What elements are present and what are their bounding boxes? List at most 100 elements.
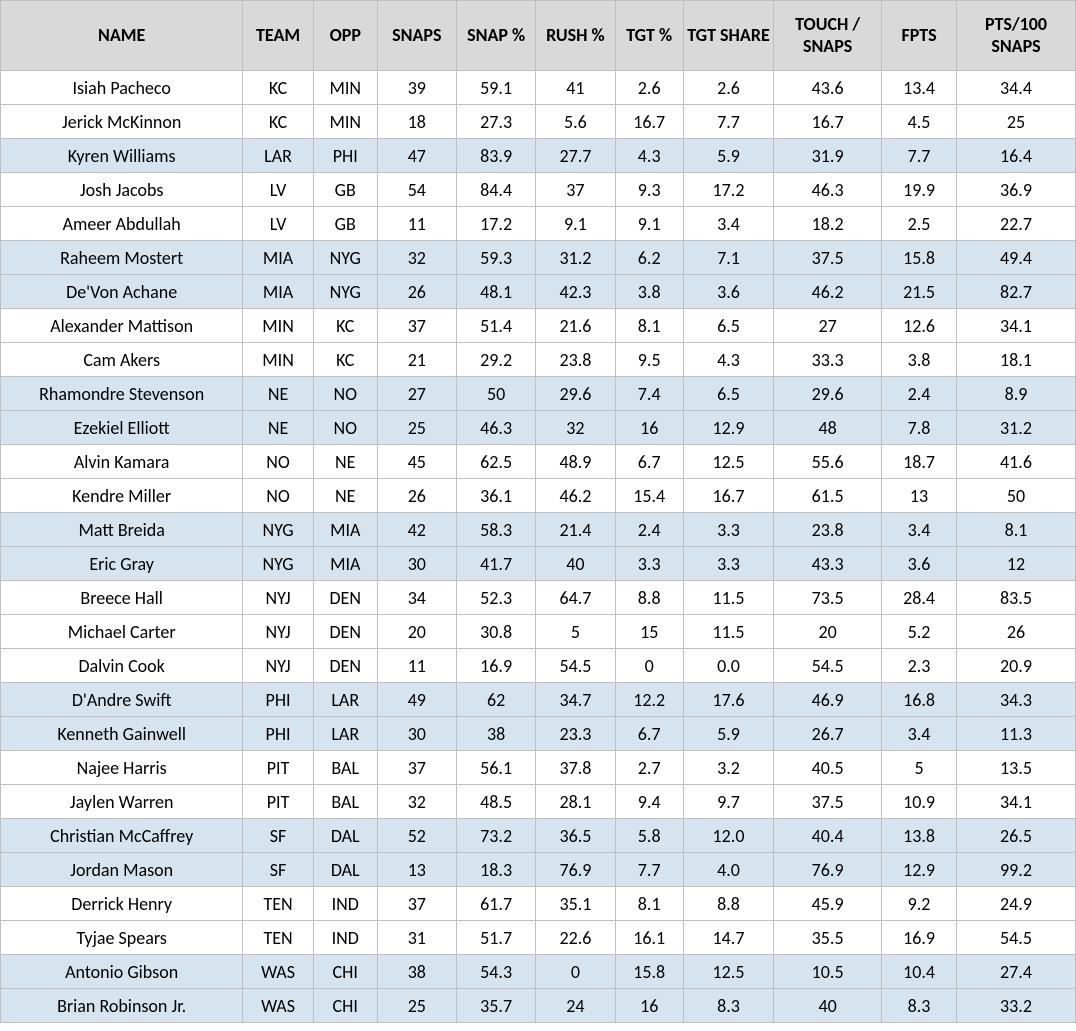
cell-fpts: 19.9 xyxy=(882,173,957,207)
cell-touch_snaps: 55.6 xyxy=(774,445,882,479)
cell-touch_snaps: 20 xyxy=(774,615,882,649)
cell-fpts: 2.3 xyxy=(882,649,957,683)
table-row: Kendre MillerNONE2636.146.215.416.761.51… xyxy=(1,479,1076,513)
cell-name: Alexander Mattison xyxy=(1,309,243,343)
cell-pts100: 26 xyxy=(956,615,1075,649)
cell-fpts: 3.4 xyxy=(882,717,957,751)
table-row: Jordan MasonSFDAL1318.376.97.74.076.912.… xyxy=(1,853,1076,887)
cell-touch_snaps: 45.9 xyxy=(774,887,882,921)
cell-snap_pct: 48.1 xyxy=(456,275,535,309)
cell-fpts: 4.5 xyxy=(882,105,957,139)
cell-snaps: 27 xyxy=(377,377,456,411)
cell-snaps: 21 xyxy=(377,343,456,377)
cell-snaps: 42 xyxy=(377,513,456,547)
cell-tgt_pct: 6.7 xyxy=(615,717,683,751)
cell-rush_pct: 5.6 xyxy=(536,105,615,139)
table-row: Matt BreidaNYGMIA4258.321.42.43.323.83.4… xyxy=(1,513,1076,547)
cell-team: LV xyxy=(243,173,313,207)
cell-tgt_pct: 0 xyxy=(615,649,683,683)
cell-snap_pct: 48.5 xyxy=(456,785,535,819)
cell-team: NYJ xyxy=(243,615,313,649)
cell-touch_snaps: 43.3 xyxy=(774,547,882,581)
cell-opp: MIN xyxy=(313,105,377,139)
cell-snap_pct: 16.9 xyxy=(456,649,535,683)
cell-snap_pct: 18.3 xyxy=(456,853,535,887)
cell-fpts: 28.4 xyxy=(882,581,957,615)
cell-tgt_pct: 9.3 xyxy=(615,173,683,207)
table-row: Cam AkersMINKC2129.223.89.54.333.33.818.… xyxy=(1,343,1076,377)
cell-pts100: 99.2 xyxy=(956,853,1075,887)
cell-rush_pct: 48.9 xyxy=(536,445,615,479)
cell-snap_pct: 51.7 xyxy=(456,921,535,955)
cell-snaps: 11 xyxy=(377,649,456,683)
cell-team: PHI xyxy=(243,683,313,717)
table-header: NAMETEAMOPPSNAPSSNAP %RUSH %TGT %TGT SHA… xyxy=(1,1,1076,71)
col-header-tgt_share: TGT SHARE xyxy=(683,1,773,71)
cell-rush_pct: 28.1 xyxy=(536,785,615,819)
cell-snaps: 20 xyxy=(377,615,456,649)
cell-snaps: 26 xyxy=(377,275,456,309)
cell-touch_snaps: 29.6 xyxy=(774,377,882,411)
cell-tgt_pct: 9.5 xyxy=(615,343,683,377)
cell-tgt_pct: 4.3 xyxy=(615,139,683,173)
cell-touch_snaps: 40 xyxy=(774,989,882,1023)
table-row: Jerick McKinnonKCMIN1827.35.616.77.716.7… xyxy=(1,105,1076,139)
cell-tgt_share: 5.9 xyxy=(683,717,773,751)
cell-name: Brian Robinson Jr. xyxy=(1,989,243,1023)
table-row: Dalvin CookNYJDEN1116.954.500.054.52.320… xyxy=(1,649,1076,683)
cell-touch_snaps: 33.3 xyxy=(774,343,882,377)
cell-pts100: 12 xyxy=(956,547,1075,581)
cell-rush_pct: 37.8 xyxy=(536,751,615,785)
cell-pts100: 18.1 xyxy=(956,343,1075,377)
cell-team: WAS xyxy=(243,955,313,989)
cell-fpts: 8.3 xyxy=(882,989,957,1023)
cell-name: Ezekiel Elliott xyxy=(1,411,243,445)
cell-tgt_share: 0.0 xyxy=(683,649,773,683)
cell-snap_pct: 62 xyxy=(456,683,535,717)
cell-rush_pct: 34.7 xyxy=(536,683,615,717)
cell-opp: DEN xyxy=(313,615,377,649)
table-row: Christian McCaffreySFDAL5273.236.55.812.… xyxy=(1,819,1076,853)
cell-opp: NE xyxy=(313,445,377,479)
cell-opp: DEN xyxy=(313,649,377,683)
cell-team: KC xyxy=(243,105,313,139)
cell-rush_pct: 21.4 xyxy=(536,513,615,547)
cell-rush_pct: 23.3 xyxy=(536,717,615,751)
cell-fpts: 16.8 xyxy=(882,683,957,717)
cell-name: De'Von Achane xyxy=(1,275,243,309)
cell-name: Breece Hall xyxy=(1,581,243,615)
cell-touch_snaps: 46.3 xyxy=(774,173,882,207)
cell-tgt_pct: 9.1 xyxy=(615,207,683,241)
cell-snaps: 32 xyxy=(377,241,456,275)
cell-snaps: 34 xyxy=(377,581,456,615)
cell-team: LV xyxy=(243,207,313,241)
cell-tgt_pct: 8.1 xyxy=(615,309,683,343)
cell-fpts: 13.8 xyxy=(882,819,957,853)
cell-snap_pct: 41.7 xyxy=(456,547,535,581)
cell-snap_pct: 36.1 xyxy=(456,479,535,513)
cell-tgt_share: 12.0 xyxy=(683,819,773,853)
cell-opp: MIA xyxy=(313,547,377,581)
cell-pts100: 27.4 xyxy=(956,955,1075,989)
cell-rush_pct: 35.1 xyxy=(536,887,615,921)
cell-name: Ameer Abdullah xyxy=(1,207,243,241)
cell-fpts: 3.4 xyxy=(882,513,957,547)
cell-team: NYJ xyxy=(243,649,313,683)
cell-team: NO xyxy=(243,479,313,513)
cell-snaps: 52 xyxy=(377,819,456,853)
cell-fpts: 15.8 xyxy=(882,241,957,275)
cell-snaps: 47 xyxy=(377,139,456,173)
cell-team: MIA xyxy=(243,241,313,275)
cell-snaps: 30 xyxy=(377,717,456,751)
cell-tgt_pct: 15.4 xyxy=(615,479,683,513)
col-header-snap_pct: SNAP % xyxy=(456,1,535,71)
cell-snaps: 37 xyxy=(377,887,456,921)
table-row: De'Von AchaneMIANYG2648.142.33.83.646.22… xyxy=(1,275,1076,309)
cell-snap_pct: 35.7 xyxy=(456,989,535,1023)
cell-snaps: 31 xyxy=(377,921,456,955)
cell-tgt_pct: 16.1 xyxy=(615,921,683,955)
cell-opp: NYG xyxy=(313,241,377,275)
cell-name: Isiah Pacheco xyxy=(1,71,243,105)
cell-snap_pct: 61.7 xyxy=(456,887,535,921)
cell-team: MIN xyxy=(243,309,313,343)
